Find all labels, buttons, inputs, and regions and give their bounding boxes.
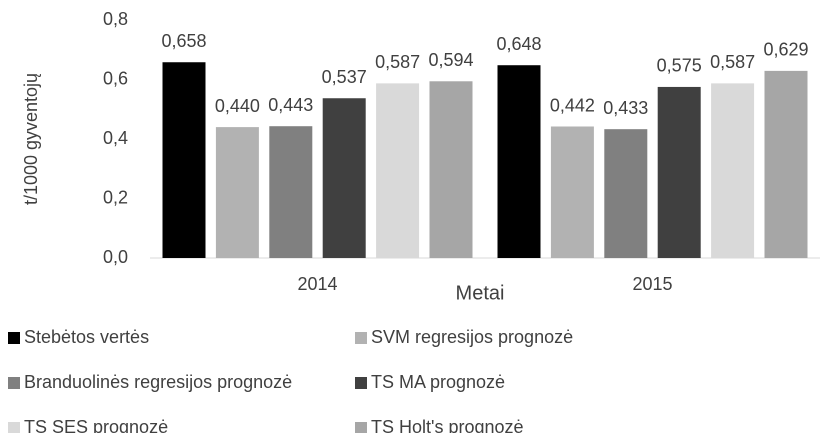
- y-axis-title: t/1000 gyventojų: [21, 73, 41, 205]
- y-tick-label: 0,4: [103, 128, 128, 148]
- bar: [764, 70, 808, 258]
- data-label: 0,443: [268, 95, 313, 115]
- data-label: 0,594: [428, 50, 473, 70]
- bar: [657, 86, 701, 258]
- legend-swatch: [355, 377, 367, 389]
- legend-label: TS SES prognozė: [24, 417, 168, 433]
- legend-swatch: [8, 377, 20, 389]
- legend-swatch: [355, 422, 367, 433]
- bar: [376, 83, 420, 259]
- legend-swatch: [8, 422, 20, 433]
- bar: [322, 98, 366, 259]
- data-label: 0,433: [603, 98, 648, 118]
- data-label: 0,440: [215, 96, 260, 116]
- bar: [215, 127, 259, 258]
- y-tick-label: 0,2: [103, 187, 128, 207]
- bar: [604, 129, 648, 258]
- x-tick-label: 2014: [297, 274, 337, 294]
- data-label: 0,658: [161, 31, 206, 51]
- legend-label: Branduolinės regresijos prognozė: [24, 372, 292, 392]
- y-tick-label: 0,8: [103, 9, 128, 29]
- y-tick-label: 0,6: [103, 68, 128, 88]
- data-label: 0,537: [322, 67, 367, 87]
- data-label: 0,442: [550, 95, 595, 115]
- bar: [429, 81, 473, 258]
- data-label: 0,587: [710, 52, 755, 72]
- x-tick-label: 2015: [632, 274, 672, 294]
- legend-label: Stebėtos vertės: [24, 327, 149, 347]
- y-tick-label: 0,0: [103, 247, 128, 267]
- bar: [550, 126, 594, 258]
- legend-label: TS MA prognozė: [371, 372, 505, 392]
- bar: [711, 83, 755, 259]
- data-label: 0,629: [763, 40, 808, 60]
- data-label: 0,587: [375, 52, 420, 72]
- legend-swatch: [8, 332, 20, 344]
- data-label: 0,648: [496, 34, 541, 54]
- bar: [269, 126, 313, 259]
- legend-label: SVM regresijos prognozė: [371, 327, 573, 347]
- x-axis-title: Metai: [456, 282, 505, 304]
- legend-swatch: [355, 332, 367, 344]
- legend-label: TS Holt's prognozė: [371, 417, 524, 433]
- bar: [497, 65, 541, 258]
- data-label: 0,575: [657, 56, 702, 76]
- bar: [162, 62, 206, 259]
